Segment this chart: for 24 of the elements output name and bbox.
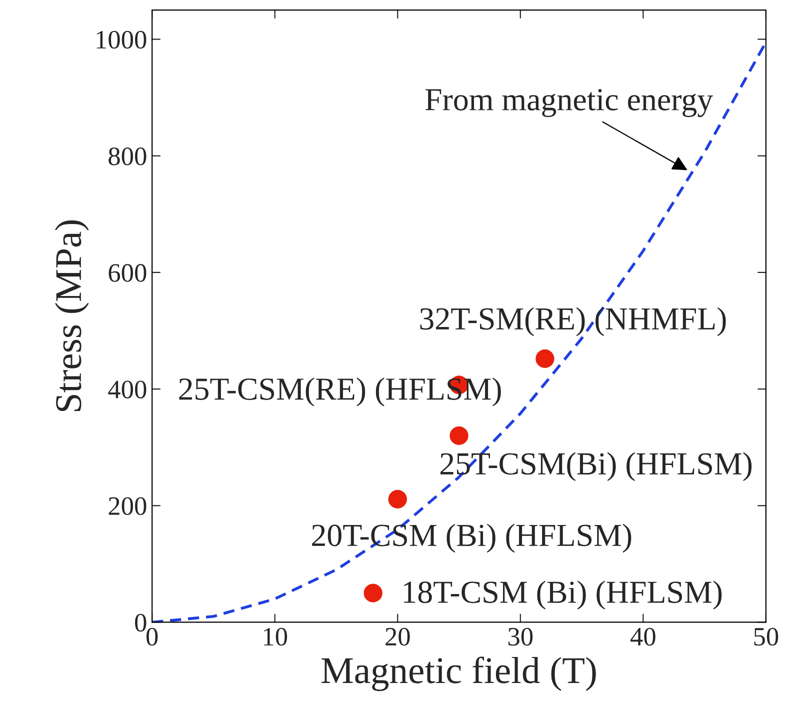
y-tick-label: 1000: [96, 30, 146, 49]
y-tick-label: 800: [108, 147, 146, 166]
x-tick-label: 0: [146, 628, 158, 646]
x-tick-label: 50: [754, 628, 778, 646]
annotation: 25T-CSM(RE) (HFLSM): [179, 377, 501, 406]
x-tick-label: 30: [508, 628, 533, 646]
x-tick-label: 10: [264, 628, 288, 646]
annotation: 32T-SM(RE) (NHMFL): [420, 307, 726, 336]
y-tick-label: 200: [108, 497, 146, 516]
x-axis-title: Magnetic field (T): [322, 656, 596, 692]
y-axis-title: Stress (MPa): [54, 220, 89, 412]
y-tick-label: 0: [135, 614, 146, 632]
point: [388, 490, 407, 509]
y-tick-label: 600: [108, 264, 146, 282]
annotation: From magnetic energy: [425, 89, 714, 118]
annotation: 20T-CSM (Bi) (HFLSM): [312, 524, 632, 553]
y-tick-label: 400: [108, 380, 146, 398]
point: [364, 584, 382, 602]
point: [536, 349, 554, 368]
annotation: 25T-CSM(Bi) (HFLSM): [440, 452, 752, 482]
point: [450, 426, 468, 445]
x-tick-label: 20: [386, 628, 410, 646]
x-tick-label: 40: [630, 628, 656, 646]
annotation: 18T-CSM (Bi) (HFLSM): [404, 580, 722, 610]
